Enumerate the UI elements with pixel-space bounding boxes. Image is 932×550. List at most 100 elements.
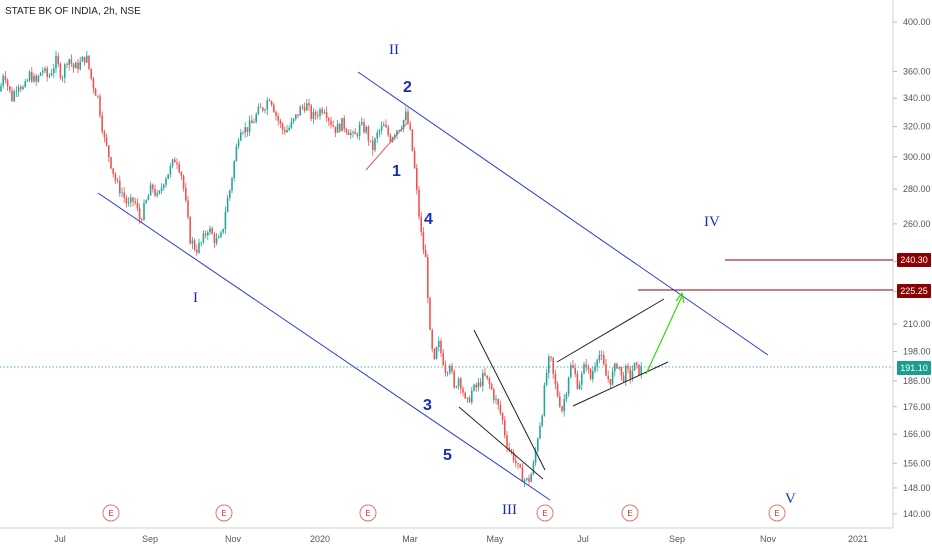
y-tick-label: 166.00 bbox=[903, 429, 931, 439]
candle-body bbox=[464, 392, 466, 399]
candle-body bbox=[497, 399, 499, 406]
earnings-marker[interactable]: E bbox=[215, 504, 233, 522]
candle-body bbox=[508, 447, 510, 451]
x-axis-ticks: Jul Sep Nov 2020 Mar May Jul Sep Nov 2021 bbox=[54, 534, 868, 544]
candle-body bbox=[288, 127, 290, 130]
candle-body bbox=[125, 197, 128, 204]
candle-body bbox=[268, 100, 271, 102]
candle-body bbox=[191, 240, 194, 244]
candle-body bbox=[618, 366, 620, 369]
candle-body bbox=[442, 353, 444, 366]
y-tick-label: 360.00 bbox=[903, 66, 931, 76]
earnings-marker[interactable]: E bbox=[102, 504, 120, 522]
candle-body bbox=[202, 233, 205, 243]
candle-body bbox=[367, 126, 370, 141]
candle-body bbox=[565, 394, 568, 400]
candle-body bbox=[534, 450, 537, 463]
earnings-marker[interactable]: E bbox=[621, 504, 639, 522]
candle-body bbox=[83, 56, 86, 63]
candle-body bbox=[614, 363, 616, 372]
candle-body bbox=[163, 184, 165, 189]
candle-body bbox=[237, 140, 240, 147]
earnings-marker[interactable]: E bbox=[536, 504, 554, 522]
upper-channel-line bbox=[357, 71, 769, 356]
candle-body bbox=[178, 164, 180, 173]
candle-body bbox=[20, 86, 22, 90]
candle-body bbox=[583, 364, 585, 374]
candle-body bbox=[506, 435, 508, 448]
candle-body bbox=[451, 365, 453, 372]
candle-body bbox=[240, 132, 242, 141]
candle-body bbox=[347, 132, 350, 136]
earnings-marker-label: E bbox=[108, 509, 113, 518]
candle-body bbox=[420, 216, 422, 233]
candle-body bbox=[394, 135, 396, 138]
rising-channel-lower bbox=[572, 361, 669, 407]
candle-body bbox=[389, 135, 392, 142]
y-tick-label: 198.00 bbox=[903, 347, 931, 357]
candle-body bbox=[473, 384, 475, 391]
candle-body bbox=[198, 242, 200, 253]
x-tick-label: Mar bbox=[402, 534, 418, 544]
candle-body bbox=[44, 68, 46, 71]
earnings-marker[interactable]: E bbox=[359, 504, 377, 522]
candle-body bbox=[633, 362, 636, 371]
candle-body bbox=[350, 132, 352, 136]
wave-label-major-1: I bbox=[193, 290, 198, 306]
candle-body bbox=[193, 240, 196, 250]
candle-body bbox=[251, 120, 253, 124]
wave-label-minor-4: 4 bbox=[424, 211, 433, 228]
candle-body bbox=[182, 175, 185, 188]
candle-body bbox=[273, 104, 275, 113]
candle-body bbox=[244, 127, 246, 133]
candle-body bbox=[453, 371, 455, 388]
candle-body bbox=[607, 375, 609, 380]
candle-body bbox=[101, 115, 103, 132]
candle-body bbox=[86, 55, 88, 63]
candle-body bbox=[99, 96, 101, 116]
candle-body bbox=[281, 123, 284, 130]
candle-body bbox=[154, 188, 156, 196]
candle-body bbox=[222, 228, 224, 233]
candle-body bbox=[519, 464, 521, 468]
candle-body bbox=[147, 195, 150, 201]
candle-body bbox=[116, 180, 119, 182]
y-tick-label: 300.00 bbox=[903, 152, 931, 162]
candle-body bbox=[213, 233, 216, 243]
candle-body bbox=[306, 103, 308, 111]
candle-body bbox=[471, 390, 473, 403]
candle-body bbox=[387, 127, 389, 136]
y-tick-label: 320.00 bbox=[903, 122, 931, 132]
candle-body bbox=[405, 111, 407, 121]
candle-body bbox=[585, 364, 587, 367]
candle-body bbox=[286, 129, 288, 133]
earnings-marker-label: E bbox=[542, 509, 547, 518]
candle-body bbox=[110, 157, 112, 169]
candle-body bbox=[297, 114, 299, 116]
price-badge-225-label: 225.25 bbox=[900, 286, 928, 296]
candle-body bbox=[479, 382, 482, 387]
candle-body bbox=[88, 55, 90, 69]
y-tick-label: 280.00 bbox=[903, 184, 931, 194]
candle-body bbox=[574, 368, 576, 374]
candle-body bbox=[79, 61, 81, 70]
candle-body bbox=[171, 159, 174, 166]
candle-body bbox=[68, 59, 70, 65]
earnings-marker[interactable]: E bbox=[768, 504, 786, 522]
y-tick-label: 210.00 bbox=[903, 319, 931, 329]
candle-body bbox=[444, 365, 447, 373]
candle-body bbox=[482, 373, 484, 387]
candle-body bbox=[114, 174, 117, 181]
candle-body bbox=[270, 101, 273, 105]
candlestick-series bbox=[0, 50, 642, 487]
x-tick-label: Sep bbox=[669, 534, 685, 544]
candle-body bbox=[383, 124, 385, 127]
candle-body bbox=[295, 114, 297, 119]
candle-body bbox=[127, 202, 130, 204]
y-tick-label: 186.00 bbox=[903, 376, 931, 386]
candle-body bbox=[149, 184, 152, 196]
price-badge-current-label: 191.10 bbox=[900, 363, 928, 373]
candle-body bbox=[501, 413, 504, 421]
candle-body bbox=[9, 86, 11, 91]
